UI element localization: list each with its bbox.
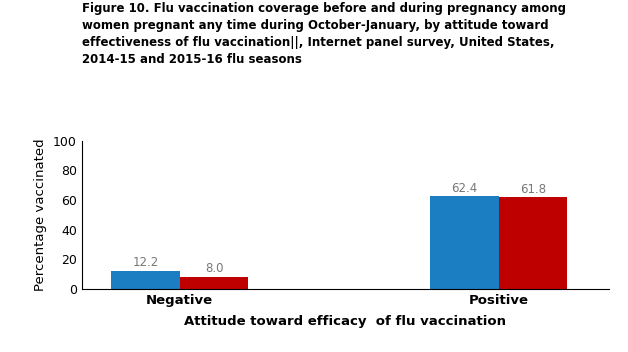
Y-axis label: Percentage vaccinated: Percentage vaccinated: [35, 138, 47, 291]
Legend: 2014-15 season, 2015-16 season: 2014-15 season, 2015-16 season: [213, 351, 478, 352]
X-axis label: Attitude toward efficacy  of flu vaccination: Attitude toward efficacy of flu vaccinat…: [185, 315, 506, 328]
Text: 12.2: 12.2: [133, 256, 158, 269]
Bar: [180, 277, 249, 289]
Bar: [430, 196, 499, 289]
Text: 62.4: 62.4: [452, 182, 477, 195]
Text: Figure 10. Flu vaccination coverage before and during pregnancy among
women preg: Figure 10. Flu vaccination coverage befo…: [82, 2, 566, 66]
Text: 8.0: 8.0: [205, 262, 224, 275]
Bar: [499, 197, 568, 289]
Text: 61.8: 61.8: [520, 182, 546, 195]
Bar: [111, 271, 180, 289]
